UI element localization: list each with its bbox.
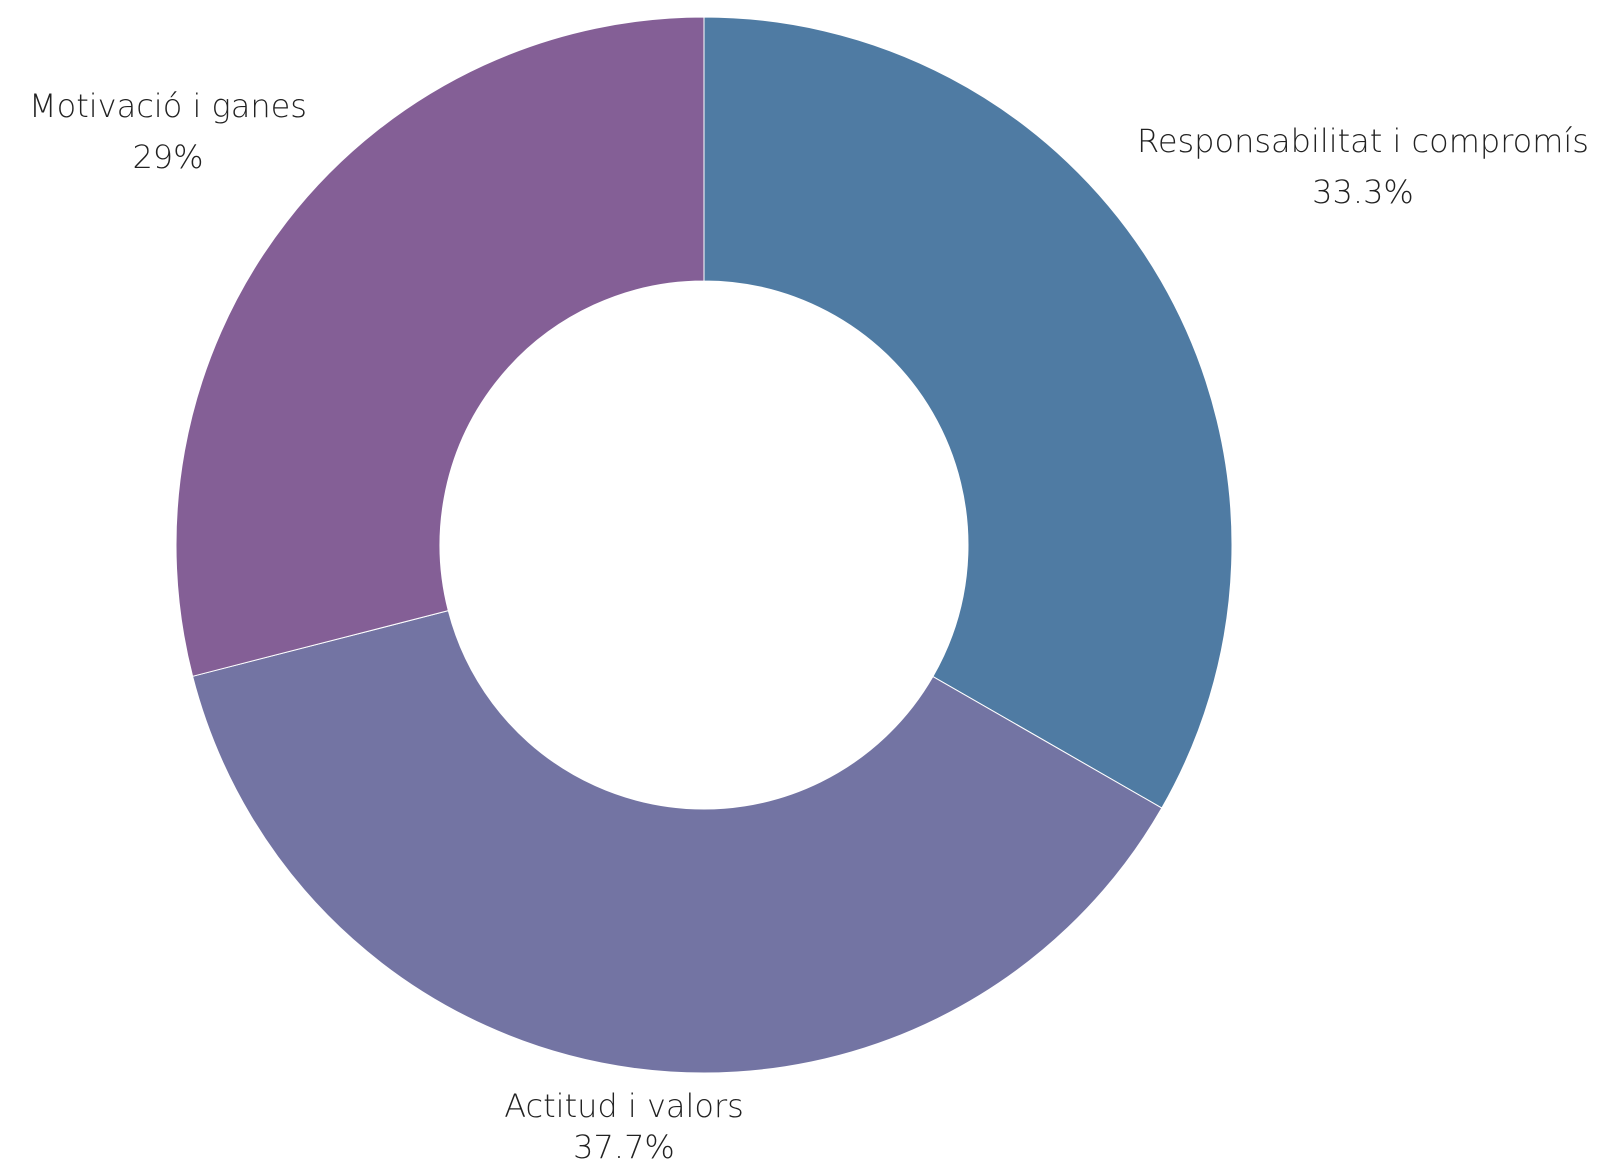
donut-slice-1 xyxy=(703,16,1233,809)
slice-label-2: Actitud i valors xyxy=(504,1087,744,1125)
slice-label-3: Motivació i ganes xyxy=(29,87,307,125)
slice-value-label-1: 33.3% xyxy=(1312,173,1414,211)
slice-value-label-2: 37.7% xyxy=(573,1128,675,1163)
slice-label-1: Responsabilitat i compromís xyxy=(1137,122,1589,160)
labels-layer: Responsabilitat i compromís 33.3% Actitud … xyxy=(29,87,1589,1166)
slices-layer xyxy=(175,16,1233,1074)
slice-value-label-3: 29% xyxy=(132,138,203,176)
donut-slice-3 xyxy=(175,16,705,677)
donut-slice-2 xyxy=(191,610,1163,1074)
